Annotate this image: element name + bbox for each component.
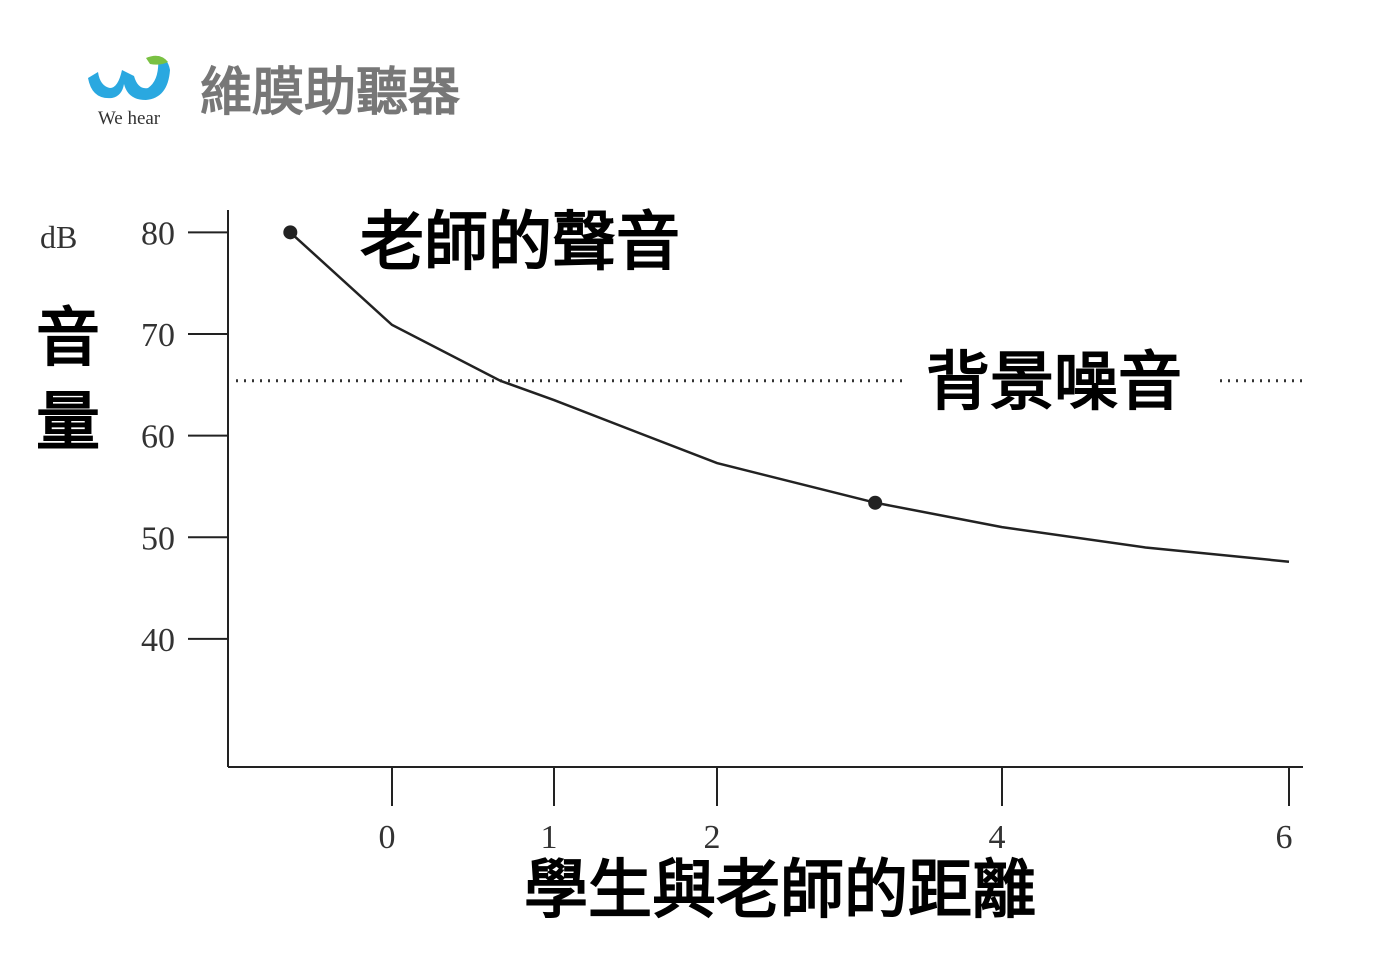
logo-leaf <box>146 55 168 65</box>
point <box>283 225 298 240</box>
logo: We hear 維膜助聽器 <box>88 55 461 129</box>
y-tick-label: 60 <box>141 419 175 456</box>
y-unit: dB <box>40 219 77 255</box>
x-axis-title: 學生與老師的距離 <box>524 854 1036 928</box>
y-axis-title: 音量 <box>36 302 100 460</box>
logo-text: We hear <box>98 108 161 129</box>
y-tick-label: 50 <box>141 520 175 557</box>
reference-label: 背景噪音 <box>926 346 1182 420</box>
brand: 維膜助聽器 <box>200 63 461 123</box>
logo-mark <box>88 56 170 100</box>
y-axis-title-char: 量 <box>36 386 100 460</box>
x-tick-label: 0 <box>379 819 396 856</box>
y-tick-label: 70 <box>141 317 175 354</box>
x-tick-label: 6 <box>1276 819 1293 856</box>
x-tick-label: 4 <box>989 819 1006 856</box>
y-tick-label: 80 <box>141 215 175 252</box>
x-tick-label: 2 <box>704 819 721 856</box>
x-tick-label: 1 <box>541 819 558 856</box>
point <box>868 495 883 510</box>
y-axis-title-char: 音 <box>36 302 100 376</box>
annotation: 老師的聲音 <box>360 206 680 280</box>
curve <box>289 231 1290 563</box>
y-tick-label: 40 <box>141 622 175 659</box>
